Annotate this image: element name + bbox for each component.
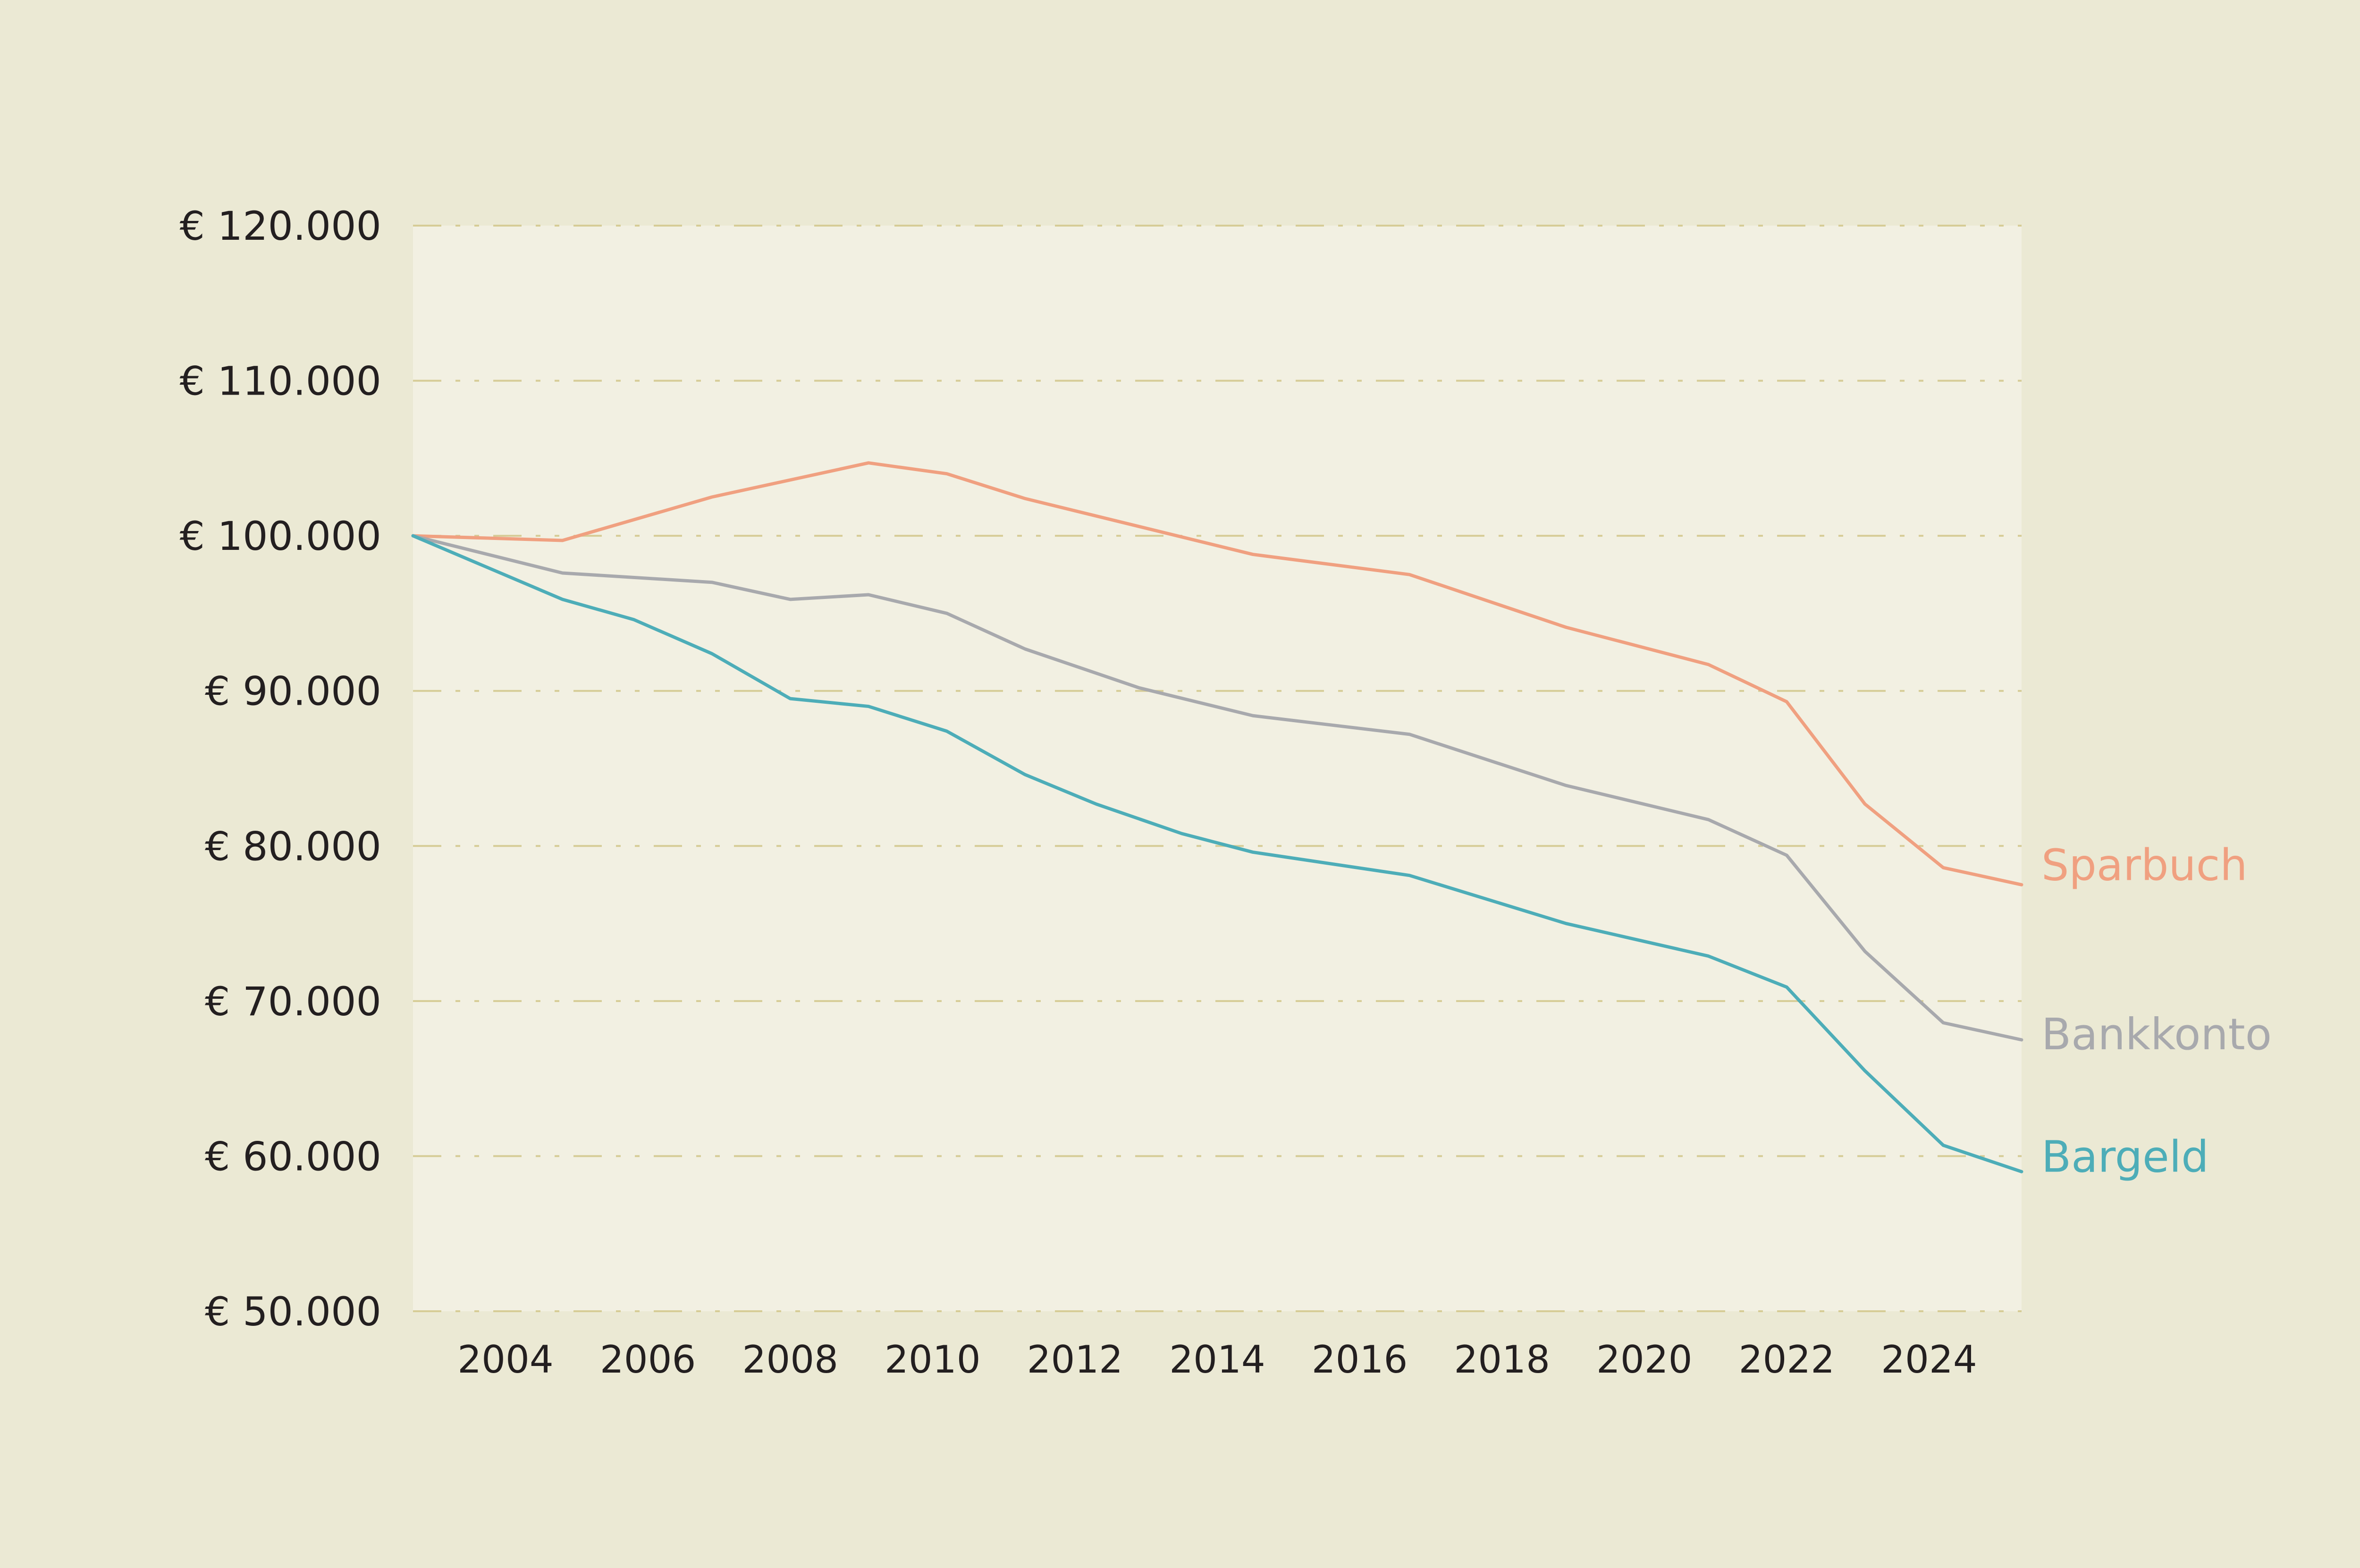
plot-area bbox=[413, 226, 2022, 1311]
y-tick-label: € 50.000 bbox=[205, 1289, 381, 1335]
series-line-sparbuch bbox=[411, 461, 2023, 886]
series-line-bargeld bbox=[411, 534, 2023, 1173]
x-tick-label: 2012 bbox=[1027, 1338, 1123, 1382]
x-axis-ticks: 2004 2006 2008 2010 2012 2014 2016 2018 2020 2022… bbox=[457, 1338, 1977, 1382]
gridlines bbox=[413, 225, 2022, 1312]
series-label-bankkonto: Bankkonto bbox=[2041, 1009, 2272, 1060]
y-tick-label: € 90.000 bbox=[205, 668, 381, 715]
series-label-sparbuch: Sparbuch bbox=[2041, 840, 2248, 890]
y-tick-label: € 120.000 bbox=[179, 203, 381, 249]
x-tick-label: 2020 bbox=[1596, 1338, 1693, 1382]
y-tick-label: € 60.000 bbox=[205, 1133, 381, 1180]
y-tick-label: € 80.000 bbox=[205, 823, 381, 869]
x-tick-label: 2010 bbox=[885, 1338, 981, 1382]
y-axis-ticks: € 120.000 € 110.000 € 100.000 € 90.000 € 80.… bbox=[179, 203, 381, 1335]
series-label-bargeld: Bargeld bbox=[2041, 1131, 2209, 1182]
y-tick-label: € 100.000 bbox=[179, 513, 381, 559]
y-tick-label: € 70.000 bbox=[205, 978, 381, 1025]
x-tick-label: 2004 bbox=[457, 1338, 554, 1382]
x-tick-label: 2018 bbox=[1454, 1338, 1550, 1382]
series-lines bbox=[411, 461, 2023, 1173]
x-tick-label: 2024 bbox=[1881, 1338, 1977, 1382]
x-tick-label: 2014 bbox=[1169, 1338, 1265, 1382]
x-tick-label: 2022 bbox=[1739, 1338, 1835, 1382]
x-tick-label: 2008 bbox=[742, 1338, 838, 1382]
series-line-bankkonto bbox=[411, 534, 2023, 1042]
x-tick-label: 2016 bbox=[1312, 1338, 1408, 1382]
x-tick-label: 2006 bbox=[600, 1338, 696, 1382]
series-labels: Sparbuch Bankkonto Bargeld bbox=[2041, 840, 2272, 1182]
y-tick-label: € 110.000 bbox=[179, 358, 381, 405]
